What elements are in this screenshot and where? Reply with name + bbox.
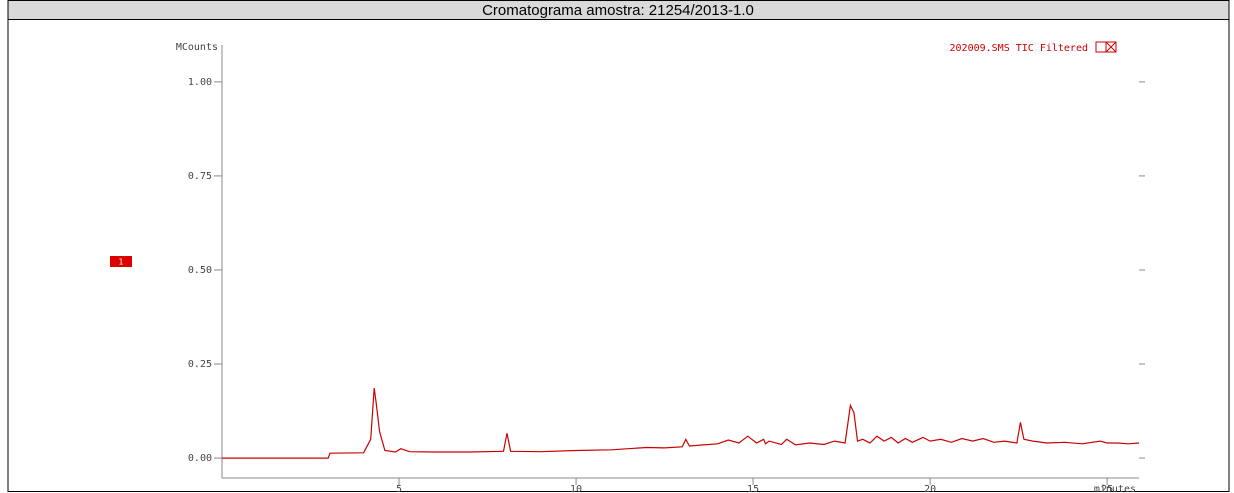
line-series: [222, 388, 1140, 459]
y-tick-label: 0.50: [188, 265, 212, 276]
x-tick-label: 20: [924, 484, 936, 493]
chart-title: Cromatograma amostra: 21254/2013-1.0: [482, 2, 754, 19]
legend-label: 202009.SMS TIC Filtered: [950, 43, 1088, 54]
frame: [7, 0, 1230, 492]
x-tick-label: 10: [570, 484, 582, 493]
x-tick-label: 5: [396, 484, 402, 493]
y-tick-label: 0.25: [188, 359, 212, 370]
title-bar: [7, 0, 1230, 20]
y-tick-label: 0.00: [188, 453, 212, 464]
x-axis-label: minutes: [1094, 484, 1136, 493]
y-tick-label: 0.75: [188, 171, 212, 182]
close-icon: [1105, 41, 1117, 53]
x-tick-label: 15: [747, 484, 759, 493]
y-axis-label: MCounts: [176, 42, 218, 53]
close-button[interactable]: [1105, 41, 1117, 53]
y-tick-label: 1.00: [188, 77, 212, 88]
trace-marker-box: [110, 256, 132, 267]
x-tick-label: 25: [1101, 484, 1113, 493]
trace-marker: 1: [118, 258, 123, 267]
